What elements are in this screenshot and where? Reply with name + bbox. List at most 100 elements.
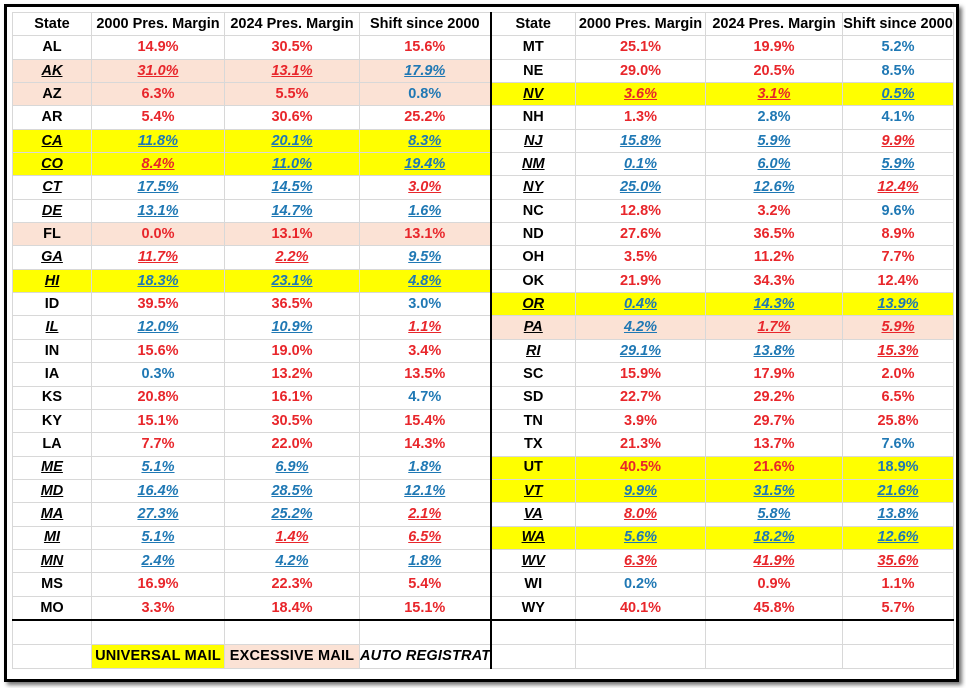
shift-cell: 6.5% — [842, 385, 954, 410]
shift-cell: 2.1% — [359, 502, 491, 527]
state-cell: NM — [489, 152, 576, 177]
header-2000-right: 2000 Pres. Margin — [575, 11, 706, 37]
shift-cell: 9.5% — [359, 245, 491, 270]
state-cell: CT — [12, 175, 92, 200]
table-row: DE 13.1% 14.7% 1.6% NC 12.8% 3.2% 9.6% — [12, 198, 954, 224]
margin-2000-cell: 20.8% — [91, 385, 225, 410]
shift-cell: 17.9% — [359, 58, 491, 84]
shift-cell: 1.6% — [359, 198, 491, 224]
state-cell: CA — [12, 128, 92, 154]
margin-2000-cell: 5.4% — [91, 105, 225, 130]
margin-2024-cell: 4.2% — [224, 548, 360, 574]
state-cell: TN — [489, 408, 576, 434]
shift-cell: 3.0% — [359, 175, 491, 200]
margin-2024-cell: 28.5% — [224, 478, 360, 504]
table-body: AL 14.9% 30.5% 15.6% MT 25.1% 19.9% 5.2% AK 31.0%… — [12, 35, 954, 621]
shift-cell: 7.6% — [842, 432, 954, 457]
margin-2024-cell: 22.0% — [224, 432, 360, 457]
margin-2000-cell: 17.5% — [91, 175, 225, 200]
margin-2024-cell: 22.3% — [224, 572, 360, 597]
margin-2000-cell: 11.7% — [91, 245, 225, 270]
shift-cell: 0.5% — [842, 82, 954, 107]
table-row: MS 16.9% 22.3% 5.4% WI 0.2% 0.9% 1.1% — [12, 572, 954, 597]
margin-2000-cell: 3.6% — [575, 82, 706, 107]
state-cell: WV — [489, 548, 576, 574]
margin-2024-cell: 2.8% — [705, 105, 843, 130]
table-row: KY 15.1% 30.5% 15.4% TN 3.9% 29.7% 25.8% — [12, 408, 954, 434]
spreadsheet-frame: State 2000 Pres. Margin 2024 Pres. Margi… — [4, 4, 959, 682]
margin-2000-cell: 27.6% — [575, 222, 706, 247]
state-cell: OH — [489, 245, 576, 270]
shift-cell: 5.2% — [842, 35, 954, 60]
shift-cell: 1.8% — [359, 455, 491, 480]
margin-2024-cell: 29.7% — [705, 408, 843, 434]
margin-2000-cell: 5.1% — [91, 455, 225, 480]
state-cell: AZ — [12, 82, 92, 107]
state-cell: MI — [12, 525, 92, 550]
table-row: KS 20.8% 16.1% 4.7% SD 22.7% 29.2% 6.5% — [12, 385, 954, 410]
header-state-right: State — [489, 11, 576, 37]
shift-cell: 12.1% — [359, 478, 491, 504]
state-cell: AL — [12, 35, 92, 60]
margin-2024-cell: 36.5% — [705, 222, 843, 247]
margin-2024-cell: 34.3% — [705, 268, 843, 294]
state-cell: PA — [489, 315, 576, 340]
state-cell: MS — [12, 572, 92, 597]
table-row: IN 15.6% 19.0% 3.4% RI 29.1% 13.8% 15.3% — [12, 338, 954, 364]
state-cell: LA — [12, 432, 92, 457]
shift-cell: 0.8% — [359, 82, 491, 107]
state-cell: MA — [12, 502, 92, 527]
shift-cell: 13.5% — [359, 362, 491, 387]
header-2000-left: 2000 Pres. Margin — [91, 11, 225, 37]
shift-cell: 1.8% — [359, 548, 491, 574]
shift-cell: 4.8% — [359, 268, 491, 294]
margin-2000-cell: 3.9% — [575, 408, 706, 434]
shift-cell: 25.2% — [359, 105, 491, 130]
state-cell: NJ — [489, 128, 576, 154]
table-row: AK 31.0% 13.1% 17.9% NE 29.0% 20.5% 8.5% — [12, 58, 954, 84]
table-row: IA 0.3% 13.2% 13.5% SC 15.9% 17.9% 2.0% — [12, 362, 954, 387]
margin-2000-cell: 1.3% — [575, 105, 706, 130]
state-cell: HI — [12, 268, 92, 294]
margin-2024-cell: 5.9% — [705, 128, 843, 154]
margin-2000-cell: 3.3% — [91, 595, 225, 621]
shift-cell: 5.4% — [359, 572, 491, 597]
state-cell: DE — [12, 198, 92, 224]
shift-cell: 4.7% — [359, 385, 491, 410]
margin-2000-cell: 15.8% — [575, 128, 706, 154]
margin-2024-cell: 18.2% — [705, 525, 843, 550]
state-cell: SD — [489, 385, 576, 410]
margin-2000-cell: 12.8% — [575, 198, 706, 224]
header-shift-right: Shift since 2000 — [842, 11, 954, 37]
spacer-row — [12, 619, 954, 645]
margin-2000-cell: 0.3% — [91, 362, 225, 387]
state-cell: RI — [489, 338, 576, 364]
shift-cell: 13.8% — [842, 502, 954, 527]
state-cell: ME — [12, 455, 92, 480]
state-cell: VT — [489, 478, 576, 504]
shift-cell: 19.4% — [359, 152, 491, 177]
table-row: ID 39.5% 36.5% 3.0% OR 0.4% 14.3% 13.9% — [12, 292, 954, 317]
shift-cell: 15.6% — [359, 35, 491, 60]
state-cell: AR — [12, 105, 92, 130]
margin-2000-cell: 29.0% — [575, 58, 706, 84]
state-cell: WI — [489, 572, 576, 597]
margin-2024-cell: 36.5% — [224, 292, 360, 317]
margin-2000-cell: 25.1% — [575, 35, 706, 60]
table-row: ME 5.1% 6.9% 1.8% UT 40.5% 21.6% 18.9% — [12, 455, 954, 480]
shift-cell: 13.9% — [842, 292, 954, 317]
margin-2024-cell: 45.8% — [705, 595, 843, 621]
state-cell: MD — [12, 478, 92, 504]
shift-cell: 8.5% — [842, 58, 954, 84]
shift-cell: 5.7% — [842, 595, 954, 621]
shift-cell: 14.3% — [359, 432, 491, 457]
margin-2000-cell: 15.6% — [91, 338, 225, 364]
margin-2000-cell: 40.1% — [575, 595, 706, 621]
shift-cell: 1.1% — [842, 572, 954, 597]
shift-cell: 3.0% — [359, 292, 491, 317]
shift-cell: 5.9% — [842, 315, 954, 340]
legend-row: UNIVERSAL MAIL EXCESSIVE MAIL AUTO REGIS… — [12, 643, 954, 669]
state-cell: IN — [12, 338, 92, 364]
margin-2000-cell: 5.6% — [575, 525, 706, 550]
shift-cell: 2.0% — [842, 362, 954, 387]
